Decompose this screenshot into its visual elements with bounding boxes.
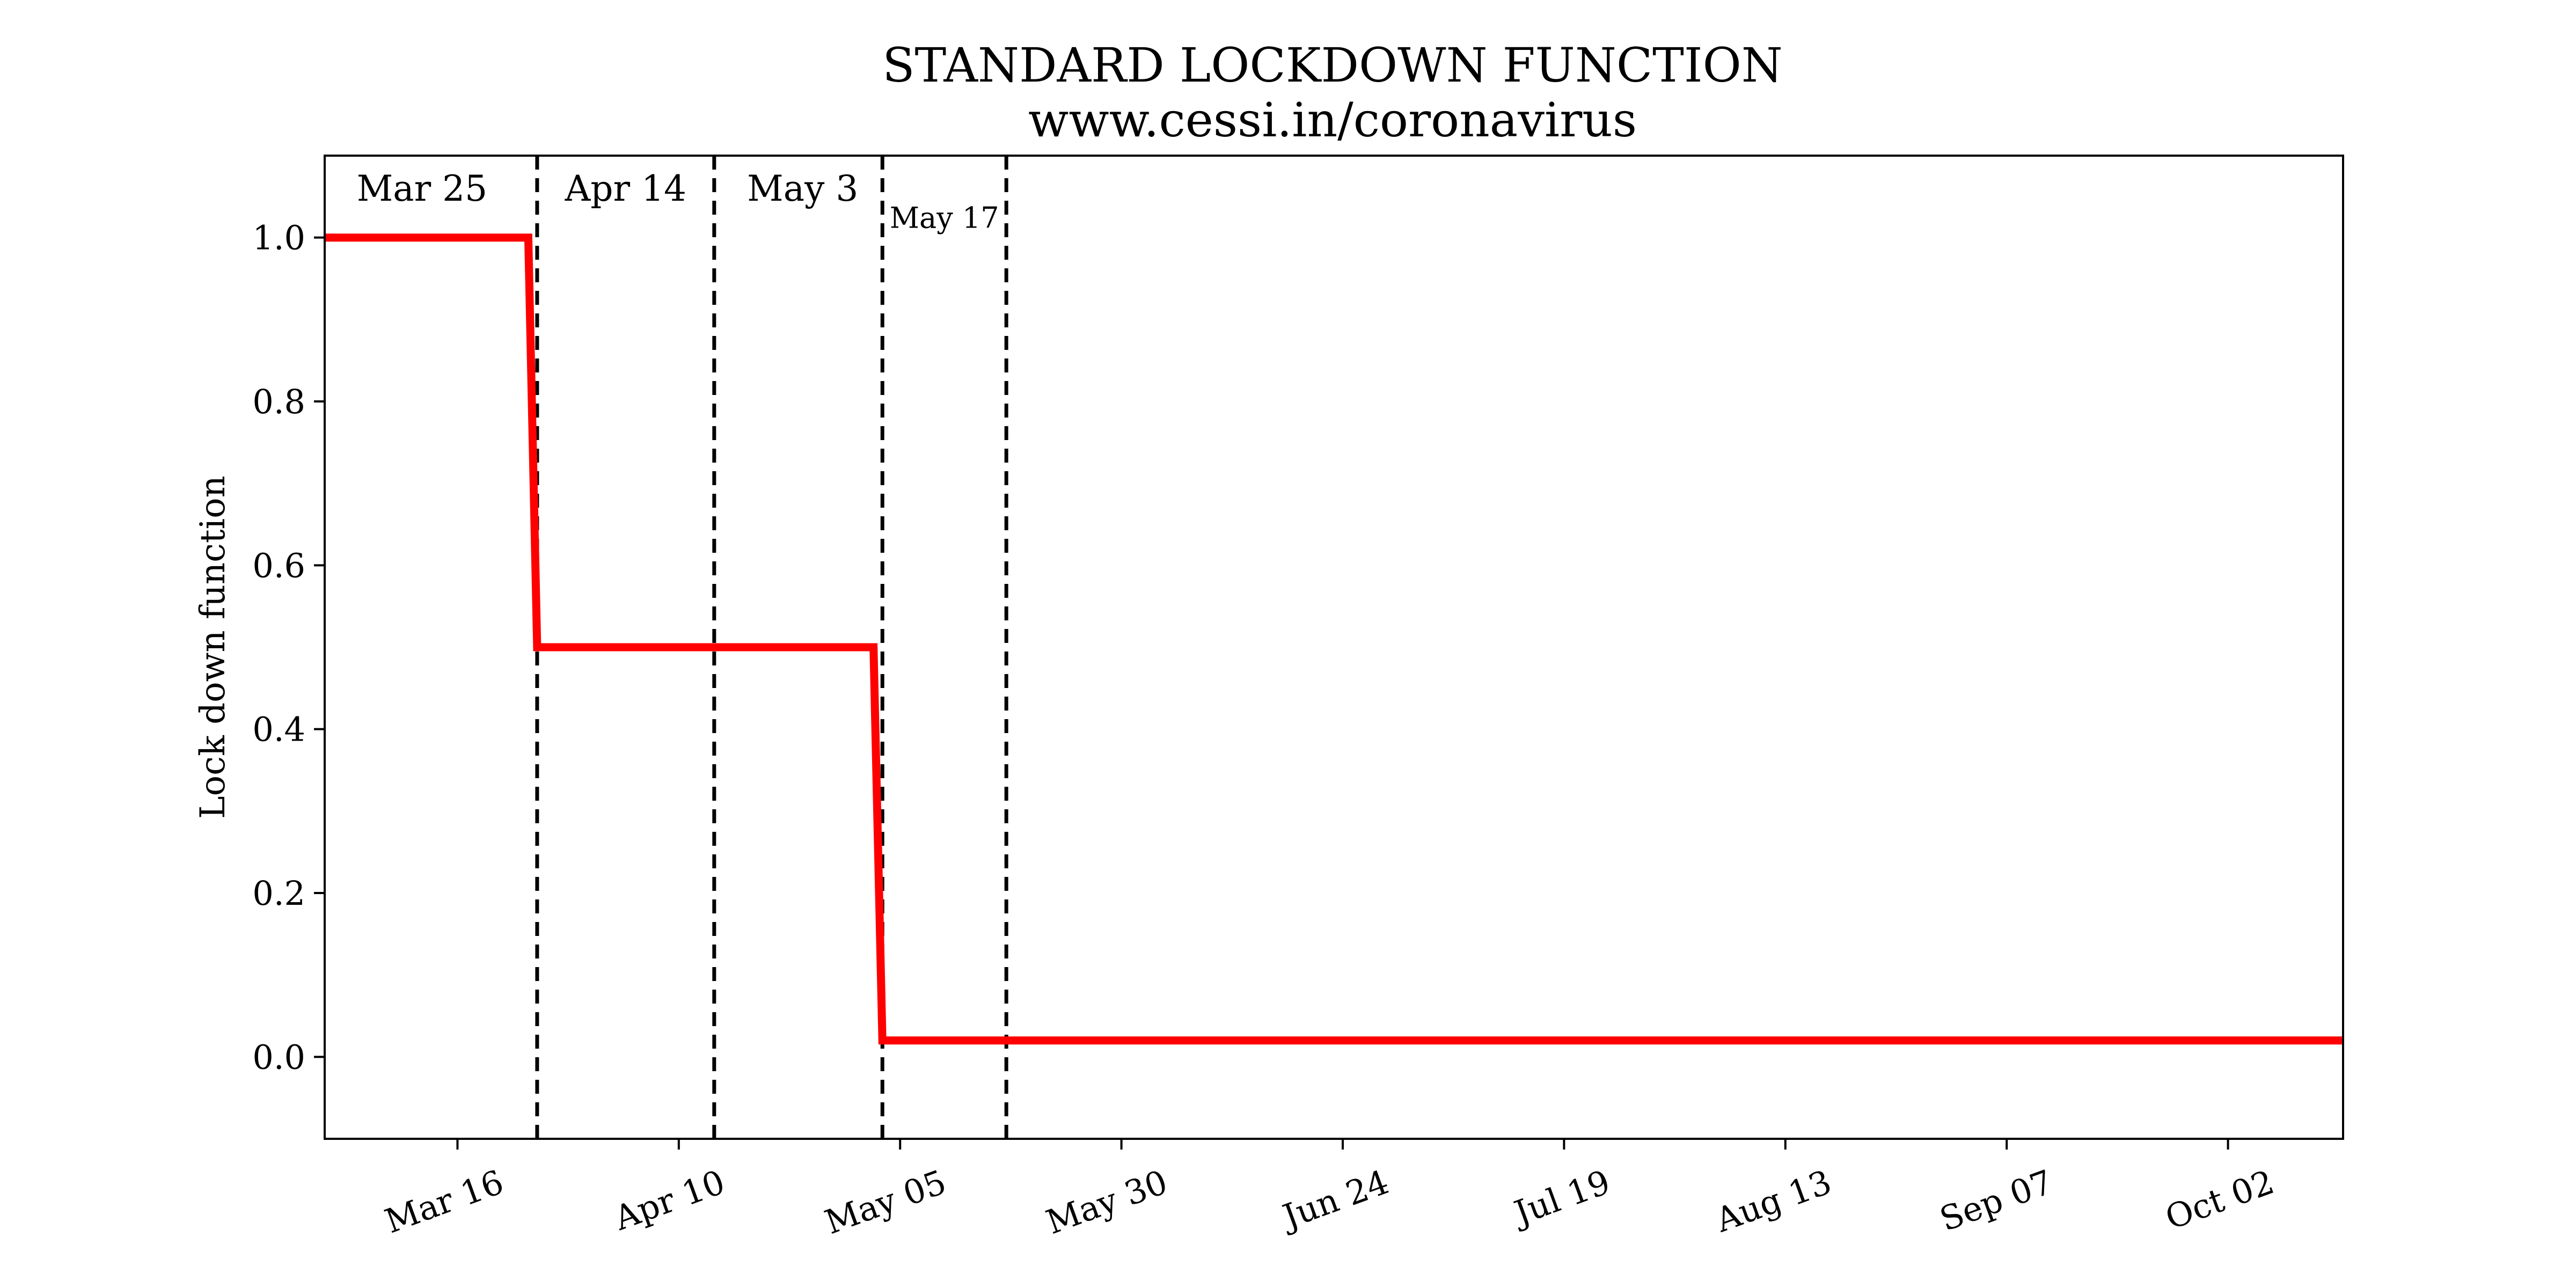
- y-tick-label: 0.6: [252, 546, 305, 585]
- x-tick-label: Mar 16: [380, 1162, 509, 1241]
- chart-title: STANDARD LOCKDOWN FUNCTION: [882, 38, 1783, 93]
- y-tick-label: 0.4: [252, 710, 305, 749]
- series-layer: [325, 233, 2343, 1045]
- y-axis: 0.0 0.2 0.4 0.6 0.8 1.0: [252, 218, 325, 1077]
- x-tick-label: Aug 13: [1710, 1162, 1836, 1240]
- x-axis: Mar 16 Apr 10 May 05 May 30 Jun 24 Jul 19 Aug …: [380, 1139, 2279, 1242]
- plot-area: [325, 156, 2343, 1139]
- chart-subtitle: www.cessi.in/coronavirus: [1028, 92, 1637, 148]
- x-tick-label: May 05: [819, 1162, 951, 1242]
- x-tick-label: Apr 10: [609, 1162, 730, 1238]
- y-tick-label: 1.0: [252, 218, 305, 258]
- x-tick-label: Sep 07: [1935, 1162, 2058, 1239]
- plot-frame: [324, 155, 2344, 1140]
- phase-label: May 17: [890, 201, 999, 235]
- phase-labels: Mar 25 Apr 14 May 3 May 17: [357, 168, 999, 235]
- x-tick-label: May 30: [1041, 1162, 1173, 1242]
- phase-label: Mar 25: [357, 168, 487, 209]
- x-tick-label: Jun 24: [1275, 1162, 1394, 1237]
- y-tick-label: 0.2: [252, 874, 305, 913]
- phase-label: May 3: [747, 168, 858, 209]
- y-tick-label: 0.0: [252, 1037, 305, 1077]
- x-tick-label: Jul 19: [1506, 1162, 1615, 1233]
- series-line-1: [325, 233, 2343, 1045]
- phase-label: Apr 14: [565, 168, 686, 209]
- x-tick-label: Oct 02: [2160, 1162, 2279, 1237]
- y-axis-label: Lock down function: [193, 475, 233, 819]
- y-tick-label: 0.8: [252, 382, 305, 421]
